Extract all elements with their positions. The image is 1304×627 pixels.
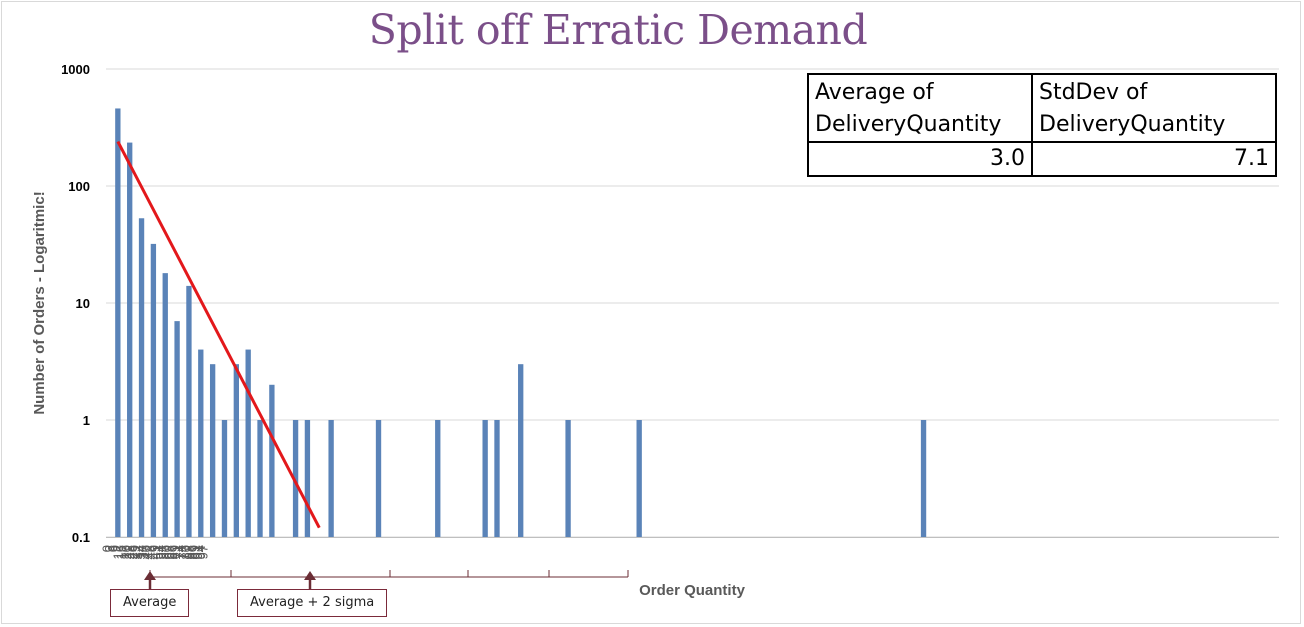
stats-header-average: Average of DeliveryQuantity bbox=[807, 73, 1033, 143]
bar bbox=[221, 420, 228, 537]
average-plus-arrow-icon bbox=[304, 571, 316, 580]
bar bbox=[209, 364, 216, 537]
y-tick-label: 100 bbox=[68, 179, 90, 194]
bar bbox=[138, 218, 145, 538]
y-tick-label: 1 bbox=[83, 413, 90, 428]
bar bbox=[233, 364, 239, 537]
x-tick-label: 89 bbox=[187, 545, 202, 559]
x-tick-label: 60 bbox=[159, 545, 174, 559]
x-tick-label: 20 bbox=[119, 545, 134, 559]
x-tick-label: 26 bbox=[125, 545, 140, 559]
bar bbox=[435, 420, 441, 537]
x-axis-title: Order Quantity bbox=[639, 582, 746, 599]
stats-header-stddev-line2: DeliveryQuantity bbox=[1039, 112, 1226, 137]
average-plus-2-sigma-note: Average + 2 sigma bbox=[237, 589, 388, 617]
stats-table: Average of DeliveryQuantity StdDev of De… bbox=[807, 73, 1277, 177]
bar bbox=[127, 142, 133, 537]
x-tick-label: 66 bbox=[164, 545, 179, 559]
chart-title: Split off Erratic Demand bbox=[368, 6, 868, 54]
bar bbox=[162, 273, 168, 537]
bar bbox=[494, 420, 500, 537]
x-tick-label: 29 bbox=[128, 545, 143, 559]
x-tick-label: 80 bbox=[179, 545, 194, 559]
x-tick-label: 34 bbox=[133, 545, 148, 559]
bar bbox=[636, 420, 642, 537]
x-tick-label: 0 bbox=[99, 545, 114, 552]
x-tick-label: 71 bbox=[170, 545, 185, 559]
x-tick-label: 12 bbox=[111, 545, 126, 559]
x-tick-label: 9 bbox=[108, 545, 123, 552]
stats-header-stddev-line1: StdDev of bbox=[1039, 80, 1148, 105]
x-tick-label: 3 bbox=[102, 545, 117, 552]
stats-value-row: 3.0 7.1 bbox=[807, 141, 1277, 177]
x-tick-label: 23 bbox=[122, 545, 137, 559]
x-tick-label: 83 bbox=[181, 545, 196, 559]
bar bbox=[186, 285, 192, 537]
average-arrow-icon bbox=[144, 571, 156, 580]
bar bbox=[245, 349, 251, 537]
x-tick-label: 40 bbox=[139, 545, 154, 559]
stats-value-average: 3.0 bbox=[807, 141, 1033, 177]
bar bbox=[198, 349, 204, 537]
bar bbox=[174, 321, 180, 537]
x-tick-label: 15 bbox=[114, 545, 129, 559]
bar bbox=[328, 420, 334, 537]
x-tick-label: 86 bbox=[184, 545, 199, 559]
x-tick-label: 54 bbox=[153, 545, 168, 559]
stats-value-stddev: 7.1 bbox=[1031, 141, 1277, 177]
x-tick-label: 57 bbox=[156, 545, 171, 559]
stats-header-stddev: StdDev of DeliveryQuantity bbox=[1031, 73, 1277, 143]
x-tick-label: 49 bbox=[148, 545, 163, 559]
x-tick-label: 43 bbox=[142, 545, 157, 559]
bar bbox=[482, 420, 488, 537]
x-tick-label: 6 bbox=[105, 545, 120, 552]
y-tick-label: 10 bbox=[76, 296, 90, 311]
y-axis-title: Number of Orders - Logaritmic! bbox=[31, 191, 48, 414]
y-tick-label: 1000 bbox=[61, 62, 90, 77]
bar bbox=[150, 243, 157, 537]
x-tick-label: 74 bbox=[173, 545, 188, 559]
stats-header-average-line1: Average of bbox=[815, 80, 934, 105]
x-tick-label: 69 bbox=[167, 545, 182, 559]
bar bbox=[257, 420, 263, 537]
bar bbox=[304, 420, 311, 537]
x-tick-label: 63 bbox=[162, 545, 177, 559]
bar bbox=[292, 420, 299, 537]
bar bbox=[518, 364, 524, 537]
trend-line bbox=[116, 140, 321, 529]
y-tick-label: 0.1 bbox=[72, 530, 90, 545]
x-tick-label: 77 bbox=[176, 545, 191, 559]
x-tick-label: 91 bbox=[190, 545, 205, 559]
bar bbox=[920, 420, 927, 537]
bar bbox=[115, 108, 121, 537]
bar bbox=[565, 420, 571, 537]
x-tick-label: 94 bbox=[193, 545, 208, 559]
x-tick-label: 32 bbox=[131, 545, 146, 559]
x-tick-label: 97 bbox=[196, 545, 211, 559]
x-tick-label: 37 bbox=[136, 545, 151, 559]
bar bbox=[375, 420, 382, 537]
stats-header-average-line2: DeliveryQuantity bbox=[815, 112, 1002, 137]
bar bbox=[269, 384, 275, 537]
x-tick-label: 46 bbox=[145, 545, 160, 559]
x-tick-label: 51 bbox=[150, 545, 165, 559]
average-note: Average bbox=[110, 589, 190, 617]
x-tick-label: 17 bbox=[116, 545, 131, 559]
stats-header-row: Average of DeliveryQuantity StdDev of De… bbox=[807, 73, 1277, 143]
